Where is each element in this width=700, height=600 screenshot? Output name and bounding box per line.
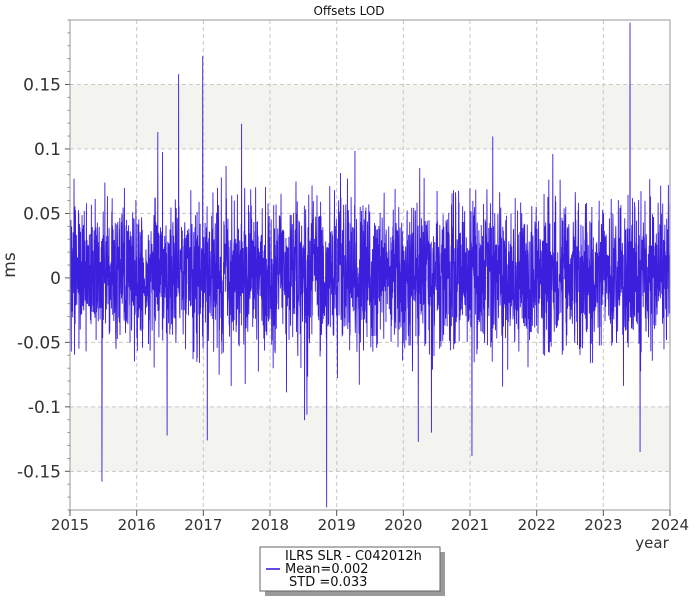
legend-box: ILRS SLR - C042012h Mean=0.002 STD =0.03… [259,546,445,596]
x-axis-ticks: 2015 2016 2017 2018 2019 2020 2021 2022 2023 2024 [51,510,689,534]
upper-band [70,84,670,149]
series-lines [69,22,671,508]
x-tick-label: 2016 [118,516,156,534]
x-tick-label: 2024 [651,516,689,534]
y-tick-label: 0 [50,269,61,289]
y-tick-label: 0.15 [23,75,61,95]
legend-std: STD =0.033 [289,575,367,590]
x-tick-label: 2020 [384,516,422,534]
y-tick-label: 0.05 [23,204,61,224]
legend-frame [259,546,441,592]
x-tick-label: 2019 [318,516,356,534]
x-tick-label: 2015 [51,516,89,534]
y-tick-label: 0.1 [34,140,61,160]
x-tick-label: 2023 [584,516,622,534]
x-tick-label: 2021 [451,516,489,534]
series-line-ilrs-slr [69,22,671,508]
x-tick-label: 2018 [251,516,289,534]
chart-title: Offsets LOD [313,4,384,18]
y-axis-label: ms [0,252,20,278]
reference-bands [70,84,670,472]
x-tick-label: 2017 [184,516,222,534]
x-axis-label: year [635,534,669,552]
x-tick-label: 2022 [518,516,556,534]
y-tick-label: -0.1 [28,398,61,418]
y-tick-label: -0.05 [17,333,61,353]
y-tick-label: -0.15 [17,462,61,482]
lower-band [70,406,670,472]
y-axis-ticks: -0.15 -0.1 -0.05 0 0.05 0.1 0.15 [17,19,70,511]
legend-mean: Mean=0.002 [285,562,369,577]
legend-series-name: ILRS SLR - C042012h [285,549,422,564]
